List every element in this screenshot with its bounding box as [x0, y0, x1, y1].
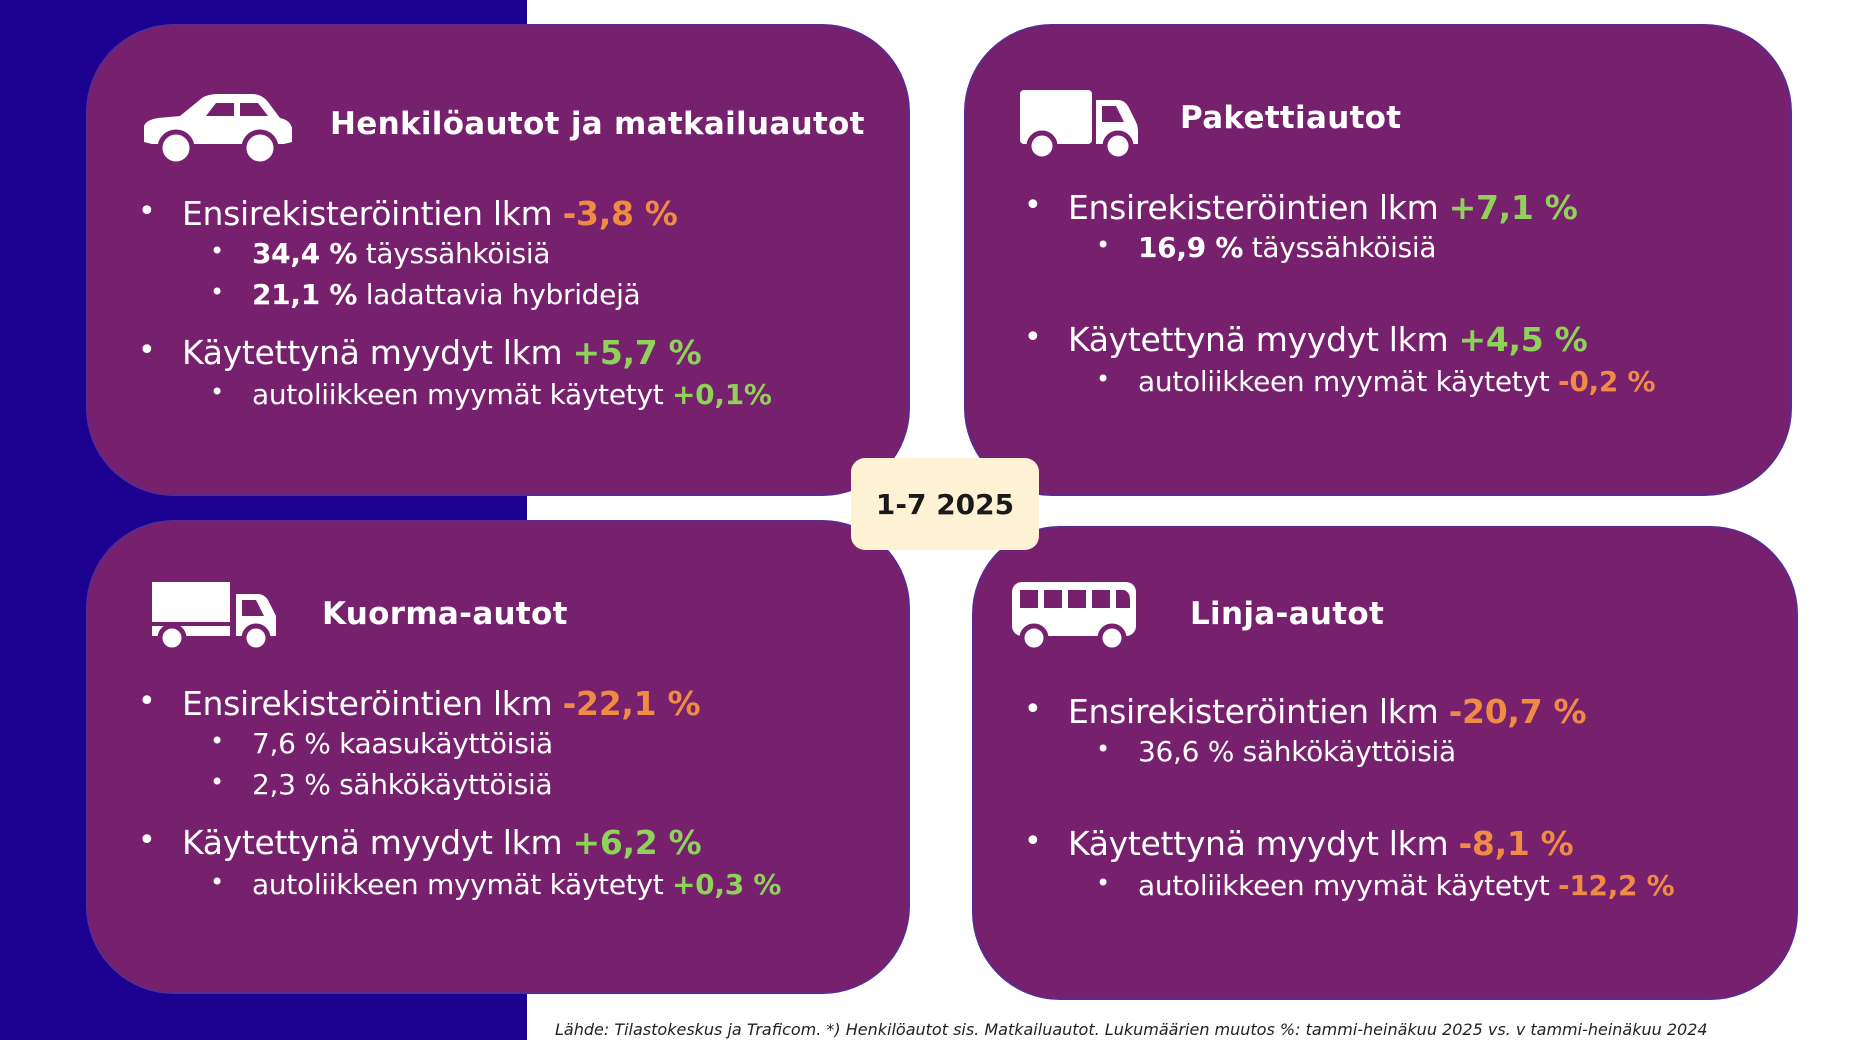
- dealer-label: autoliikkeen myymät käytetyt: [252, 868, 664, 901]
- detail-item: 21,1 % ladattavia hybridejä: [210, 278, 772, 311]
- detail-text: 7,6 % kaasukäyttöisiä: [252, 727, 553, 760]
- used-item: Käytettynä myydyt lkm -8,1 %: [1024, 824, 1674, 863]
- registrations-change: -20,7 %: [1448, 692, 1587, 731]
- dealer-change: +0,1%: [672, 378, 772, 411]
- dealer-change: -12,2 %: [1558, 869, 1675, 902]
- detail-item: 34,4 % täyssähköisiä: [210, 237, 772, 270]
- dealer-change: -0,2 %: [1558, 365, 1656, 398]
- panel-passenger-cars: Henkilöautot ja matkailuautot Ensirekist…: [86, 24, 910, 496]
- registrations-label: Ensirekisteröintien lkm: [182, 684, 553, 723]
- detail-item: 7,6 % kaasukäyttöisiä: [210, 727, 781, 760]
- dealer-label: autoliikkeen myymät käytetyt: [252, 378, 664, 411]
- detail-item: 2,3 % sähkökäyttöisiä: [210, 768, 781, 801]
- dealer-change: +0,3 %: [672, 868, 782, 901]
- dealer-item: autoliikkeen myymät käytetyt -12,2 %: [1096, 869, 1675, 902]
- registrations-change: +7,1 %: [1448, 188, 1578, 227]
- registrations-item: Ensirekisteröintien lkm +7,1 %: [1024, 188, 1655, 227]
- panel-buses: Linja-autot Ensirekisteröintien lkm -20,…: [972, 526, 1798, 1000]
- panel-title: Henkilöautot ja matkailuautot: [330, 106, 865, 142]
- registrations-item: Ensirekisteröintien lkm -20,7 %: [1024, 692, 1674, 731]
- truck-icon: [152, 582, 276, 652]
- used-label: Käytettynä myydyt lkm: [1068, 824, 1449, 863]
- dealer-item: autoliikkeen myymät käytetyt +0,1%: [210, 378, 772, 411]
- used-change: +6,2 %: [572, 823, 702, 862]
- bus-icon: [1012, 582, 1136, 653]
- detail-item: 36,6 % sähkökäyttöisiä: [1096, 735, 1674, 768]
- panel-vans: Pakettiautot Ensirekisteröintien lkm +7,…: [964, 24, 1792, 496]
- registrations-label: Ensirekisteröintien lkm: [1068, 188, 1439, 227]
- registrations-item: Ensirekisteröintien lkm -22,1 %: [138, 684, 781, 723]
- van-icon: [1020, 90, 1138, 162]
- registrations-change: -22,1 %: [562, 684, 701, 723]
- registrations-label: Ensirekisteröintien lkm: [182, 194, 553, 233]
- used-label: Käytettynä myydyt lkm: [182, 333, 563, 372]
- panel-title: Pakettiautot: [1180, 100, 1402, 136]
- used-change: +4,5 %: [1458, 320, 1588, 359]
- used-change: +5,7 %: [572, 333, 702, 372]
- detail-text: 2,3 % sähkökäyttöisiä: [252, 768, 553, 801]
- dealer-label: autoliikkeen myymät käytetyt: [1138, 365, 1550, 398]
- stats-list: Ensirekisteröintien lkm -3,8 % 34,4 % tä…: [138, 194, 772, 411]
- registrations-label: Ensirekisteröintien lkm: [1068, 692, 1439, 731]
- panel-title: Kuorma-autot: [322, 596, 568, 632]
- used-item: Käytettynä myydyt lkm +5,7 %: [138, 333, 772, 372]
- used-label: Käytettynä myydyt lkm: [182, 823, 563, 862]
- detail-value: 21,1 %: [252, 278, 358, 311]
- period-badge: 1-7 2025: [851, 458, 1039, 550]
- detail-text: 36,6 % sähkökäyttöisiä: [1138, 735, 1456, 768]
- registrations-item: Ensirekisteröintien lkm -3,8 %: [138, 194, 772, 233]
- source-note: Lähde: Tilastokeskus ja Traficom. *) Hen…: [555, 1020, 1708, 1039]
- stats-list: Ensirekisteröintien lkm +7,1 % 16,9 % tä…: [1024, 188, 1656, 398]
- used-change: -8,1 %: [1458, 824, 1574, 863]
- dealer-item: autoliikkeen myymät käytetyt +0,3 %: [210, 868, 782, 901]
- panel-title: Linja-autot: [1190, 596, 1385, 632]
- registrations-change: -3,8 %: [562, 194, 678, 233]
- used-item: Käytettynä myydyt lkm +6,2 %: [138, 823, 781, 862]
- stats-list: Ensirekisteröintien lkm -20,7 % 36,6 % s…: [1024, 692, 1675, 902]
- stats-list: Ensirekisteröintien lkm -22,1 % 7,6 % ka…: [138, 684, 782, 901]
- panel-trucks: Kuorma-autot Ensirekisteröintien lkm -22…: [86, 520, 910, 994]
- detail-value: 34,4 %: [252, 237, 358, 270]
- detail-text: täyssähköisiä: [1251, 231, 1437, 264]
- used-label: Käytettynä myydyt lkm: [1068, 320, 1449, 359]
- dealer-item: autoliikkeen myymät käytetyt -0,2 %: [1096, 365, 1656, 398]
- car-icon: [144, 94, 292, 166]
- detail-value: 16,9 %: [1138, 231, 1244, 264]
- detail-text: ladattavia hybridejä: [365, 278, 641, 311]
- dealer-label: autoliikkeen myymät käytetyt: [1138, 869, 1550, 902]
- used-item: Käytettynä myydyt lkm +4,5 %: [1024, 320, 1655, 359]
- detail-text: täyssähköisiä: [365, 237, 551, 270]
- detail-item: 16,9 % täyssähköisiä: [1096, 231, 1655, 264]
